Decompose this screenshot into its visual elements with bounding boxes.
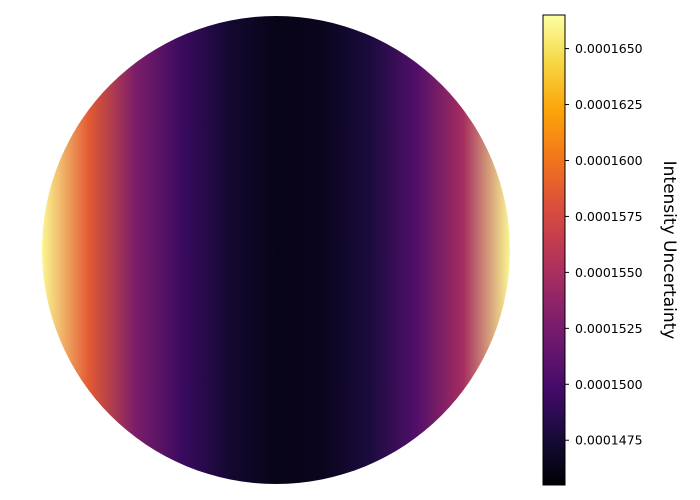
- colorbar-tick-label: 0.0001475: [575, 433, 643, 448]
- colorbar-tick-label: 0.0001550: [575, 265, 643, 280]
- colorbar-ticks: 0.0001475 0.0001500 0.0001525 0.0001550 0.00…: [565, 41, 643, 448]
- colorbar-gradient: [542, 14, 566, 486]
- colorbar-tick-label: 0.0001500: [575, 377, 643, 392]
- intensity-uncertainty-disk: [42, 16, 510, 484]
- colorbar-tick-label: 0.0001650: [575, 41, 643, 56]
- colorbar-label: Intensity Uncertainty: [659, 161, 679, 340]
- colorbar-tick-label: 0.0001575: [575, 209, 643, 224]
- colorbar-tick-label: 0.0001625: [575, 97, 643, 112]
- colorbar: 0.0001475 0.0001500 0.0001525 0.0001550 0.00…: [542, 14, 679, 486]
- colorbar-tick-label: 0.0001525: [575, 321, 643, 336]
- colorbar-tick-label: 0.0001600: [575, 153, 643, 168]
